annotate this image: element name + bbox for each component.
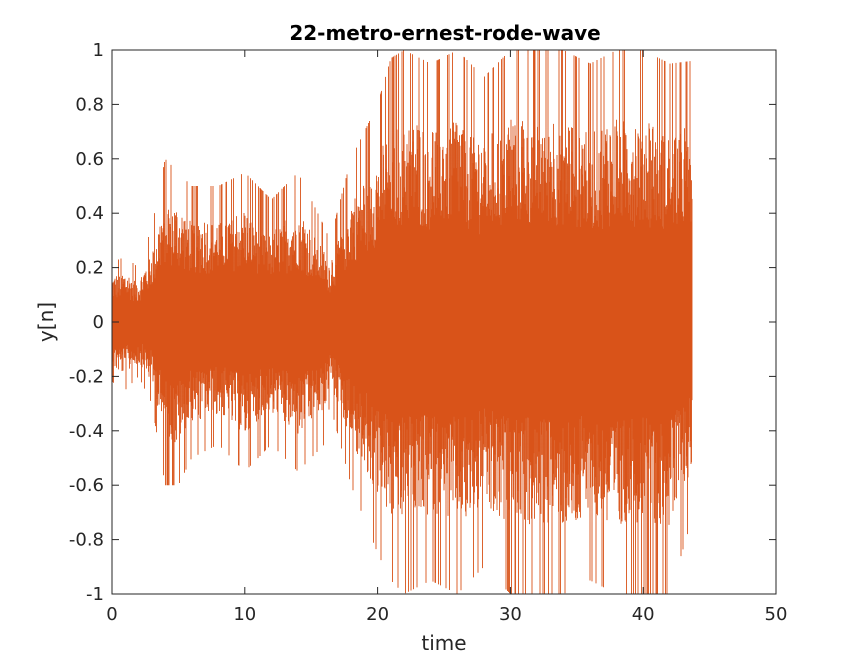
y-tick-label: -0.6 xyxy=(69,475,104,496)
y-tick-label: -0.4 xyxy=(69,421,104,442)
x-tick-label: 40 xyxy=(632,604,655,625)
y-axis-label: y[n] xyxy=(34,302,58,342)
x-tick-label: 50 xyxy=(765,604,788,625)
y-tick-label: -0.2 xyxy=(69,366,104,387)
x-tick-label: 10 xyxy=(233,604,256,625)
y-tick-label: -0.8 xyxy=(69,530,104,551)
y-axis-ticks: -1 -0.8 -0.6 -0.4 -0.2 0 0.2 0.4 0.6 0.8 1 xyxy=(69,40,776,605)
chart-title: 22-metro-ernest-rode-wave xyxy=(289,21,600,45)
y-tick-label: 0 xyxy=(93,312,104,333)
x-axis-ticks: 0 10 20 30 40 50 xyxy=(106,50,787,625)
y-tick-label: -1 xyxy=(86,584,104,605)
y-tick-label: 0.8 xyxy=(75,94,104,115)
y-tick-label: 1 xyxy=(93,40,104,61)
x-tick-label: 20 xyxy=(366,604,389,625)
y-tick-label: 0.6 xyxy=(75,149,104,170)
x-tick-label: 0 xyxy=(106,604,117,625)
x-axis-label: time xyxy=(421,631,466,655)
x-tick-label: 30 xyxy=(499,604,522,625)
y-tick-label: 0.4 xyxy=(75,203,104,224)
y-tick-label: 0.2 xyxy=(75,258,104,279)
